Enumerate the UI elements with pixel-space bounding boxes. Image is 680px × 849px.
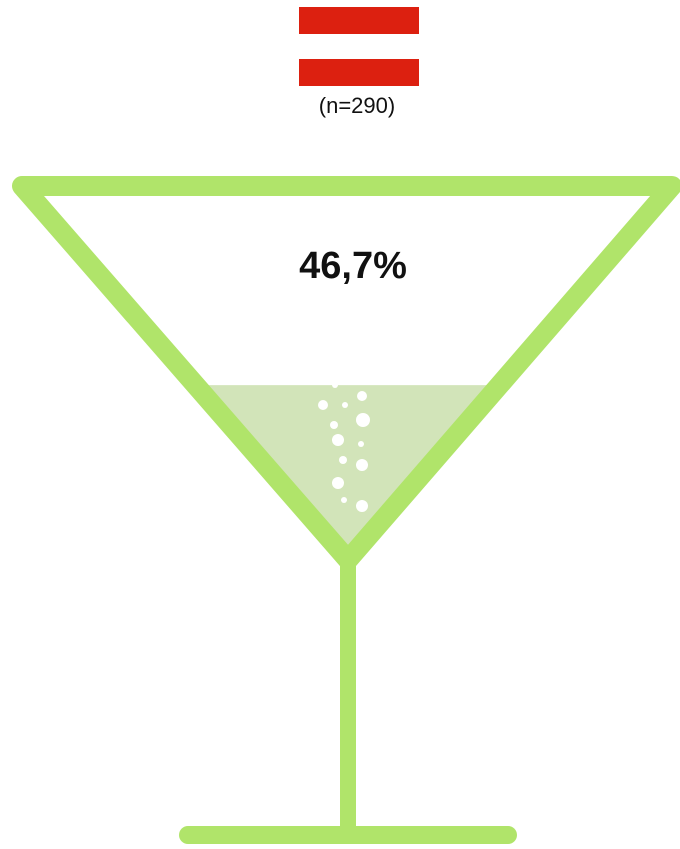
liquid-layer [205, 385, 490, 550]
liquid [205, 385, 490, 550]
bubbles [318, 342, 382, 512]
flag-stripe [299, 7, 419, 34]
glass-bowl [12, 176, 680, 570]
value-label: 46,7% [299, 245, 407, 287]
flag-stripe [299, 34, 419, 59]
subtitle: (n=290) [319, 93, 395, 118]
glass [12, 176, 680, 844]
flag-stripe [299, 59, 419, 86]
